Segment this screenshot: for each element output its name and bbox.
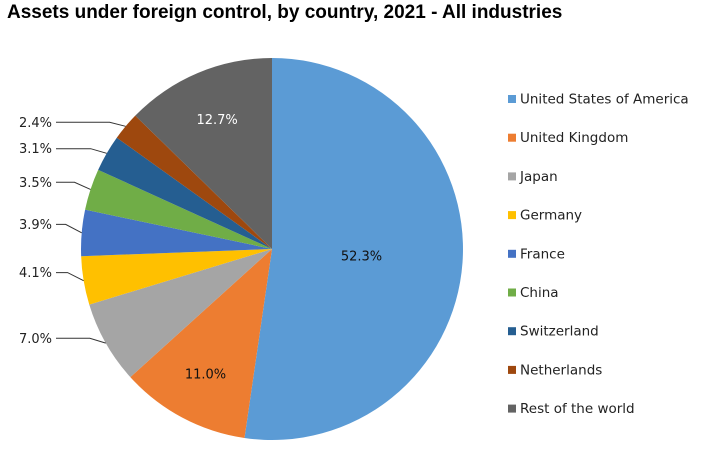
legend-item-netherlands: Netherlands (508, 362, 602, 378)
pie-slices (81, 58, 463, 441)
legend-label: United Kingdom (520, 130, 628, 146)
legend-item-switzerland: Switzerland (508, 324, 599, 340)
slice-label-germany: 4.1% (19, 266, 52, 281)
legend: United States of America United Kingdom Ja… (508, 92, 689, 417)
slice-france (81, 209, 273, 257)
slice-switzerland (98, 137, 272, 249)
legend-label: Rest of the world (520, 401, 635, 417)
slice-china (85, 169, 272, 249)
leader-line-china (56, 181, 91, 190)
slice-germany (81, 249, 272, 305)
legend-swatch (508, 95, 516, 103)
slice-label-switzerland: 3.1% (19, 142, 52, 157)
slice-label-france: 3.9% (19, 218, 52, 233)
slice-label-netherlands: 2.4% (19, 116, 52, 131)
slice-label-united-states-of-america: 52.3% (341, 250, 382, 265)
legend-item-united-states-of-america: United States of America (508, 92, 689, 108)
leader-line-switzerland (56, 148, 107, 154)
legend-label: Netherlands (520, 362, 602, 378)
slice-united-states-of-america (244, 58, 463, 441)
legend-label: China (520, 285, 559, 301)
legend-swatch (508, 327, 516, 336)
slice-label-japan: 7.0% (19, 332, 52, 347)
leader-line-japan (56, 337, 106, 344)
legend-item-japan: Japan (508, 169, 558, 185)
legend-item-france: France (508, 246, 565, 262)
legend-label: Switzerland (520, 324, 599, 340)
legend-swatch (508, 288, 516, 297)
pie-labels: 52.3% 11.0% 7.0% 4.1% 3.9% 3.5% 3.1% 2.4% 12.7% (19, 113, 382, 383)
legend-swatch (508, 404, 516, 413)
legend-item-united-kingdom: United Kingdom (508, 130, 628, 146)
legend-item-china: China (508, 285, 559, 301)
slice-japan (89, 249, 273, 378)
legend-swatch (508, 172, 516, 181)
legend-label: Japan (519, 169, 558, 185)
legend-swatch (508, 365, 516, 374)
leader-line-france (56, 223, 82, 234)
slice-united-kingdom (130, 249, 272, 439)
legend-swatch (508, 249, 516, 258)
legend-swatch (508, 211, 516, 220)
legend-swatch (508, 133, 516, 142)
leader-line-germany (56, 272, 84, 282)
legend-label: Germany (520, 208, 582, 224)
legend-item-germany: Germany (508, 208, 582, 224)
legend-label: United States of America (520, 92, 689, 108)
legend-label: France (520, 246, 565, 262)
slice-label-china: 3.5% (19, 176, 52, 191)
slice-label-united-kingdom: 11.0% (185, 368, 226, 383)
slice-rest-of-the-world (135, 58, 272, 249)
leader-line-netherlands (56, 121, 126, 127)
slice-label-rest-of-the-world: 12.7% (196, 113, 237, 128)
legend-item-rest-of-the-world: Rest of the world (508, 401, 635, 417)
chart-title: Assets under foreign control, by country… (7, 2, 563, 23)
slice-netherlands (116, 115, 272, 250)
